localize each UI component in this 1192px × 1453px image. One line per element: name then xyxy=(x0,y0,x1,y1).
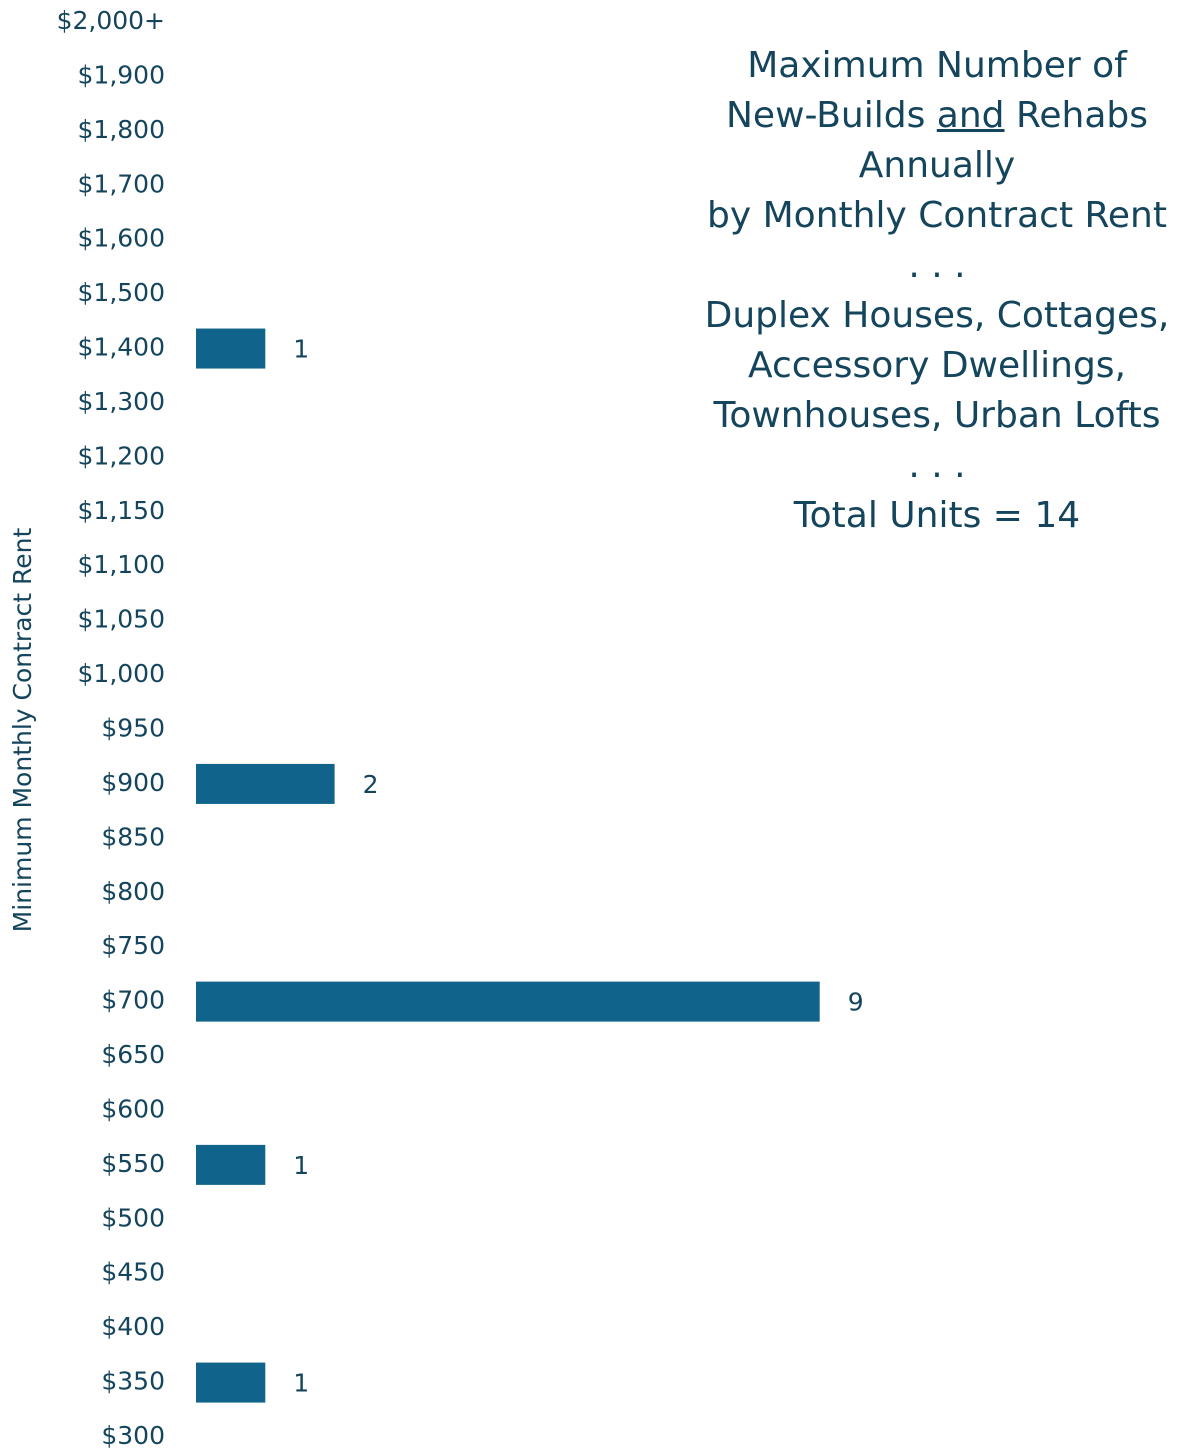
y-tick-label: $1,150 xyxy=(78,496,165,525)
title-line: Townhouses, Urban Lofts xyxy=(713,395,1161,436)
y-axis-label: Minimum Monthly Contract Rent xyxy=(8,528,37,933)
title-segment: and xyxy=(936,95,1005,136)
value-label: 1 xyxy=(293,1151,309,1180)
y-tick-label: $1,600 xyxy=(78,224,165,253)
y-tick-label: $900 xyxy=(101,768,165,797)
y-tick-label: $850 xyxy=(101,822,165,851)
bar xyxy=(196,763,335,804)
title-line: Annually xyxy=(858,145,1016,186)
y-tick-label: $350 xyxy=(101,1367,165,1396)
y-tick-label: $1,400 xyxy=(78,333,165,362)
y-tick-label: $650 xyxy=(101,1040,165,1069)
y-tick-label: $1,000 xyxy=(78,659,165,688)
y-tick-label: $950 xyxy=(101,714,165,743)
title-line: Maximum Number of xyxy=(747,45,1127,86)
value-label: 9 xyxy=(848,988,864,1017)
y-tick-label: $1,700 xyxy=(78,169,165,198)
y-tick-label: $400 xyxy=(101,1312,165,1341)
y-tick-label: $1,050 xyxy=(78,605,165,634)
y-tick-label: $1,300 xyxy=(78,387,165,416)
bar xyxy=(196,1362,266,1403)
title-line: . . . xyxy=(908,445,966,486)
title-line: New-Builds and Rehabs xyxy=(682,91,1192,141)
y-tick-label: $1,500 xyxy=(78,278,165,307)
y-tick-label: $1,800 xyxy=(78,115,165,144)
title-line: by Monthly Contract Rent xyxy=(707,195,1167,236)
y-tick-label: $550 xyxy=(101,1149,165,1178)
title-line: Accessory Dwellings, xyxy=(748,345,1126,386)
bar xyxy=(196,1144,266,1185)
y-tick-label: $800 xyxy=(101,877,165,906)
y-tick-label: $700 xyxy=(101,986,165,1015)
value-label: 1 xyxy=(293,335,309,364)
title-line: Duplex Houses, Cottages, xyxy=(704,295,1170,336)
y-tick-label: $1,100 xyxy=(78,550,165,579)
y-tick-label: $2,000+ xyxy=(57,6,165,35)
y-tick-label: $450 xyxy=(101,1258,165,1287)
title-line: Total Units = 14 xyxy=(793,495,1081,536)
y-tick-label: $750 xyxy=(101,931,165,960)
value-label: 1 xyxy=(293,1369,309,1398)
title-segment: Rehabs xyxy=(1004,95,1148,136)
bar xyxy=(196,981,820,1022)
value-label: 2 xyxy=(363,770,379,799)
y-tick-label: $300 xyxy=(101,1421,165,1450)
y-tick-label: $500 xyxy=(101,1203,165,1232)
chart-title: Maximum Number of New-Builds and Rehabs An… xyxy=(682,41,1192,541)
y-tick-label: $1,200 xyxy=(78,441,165,470)
y-tick-label: $1,900 xyxy=(78,60,165,89)
bar xyxy=(196,328,266,369)
title-line: . . . xyxy=(908,245,966,286)
title-segment: New-Builds xyxy=(725,95,937,136)
y-tick-label: $600 xyxy=(101,1094,165,1123)
